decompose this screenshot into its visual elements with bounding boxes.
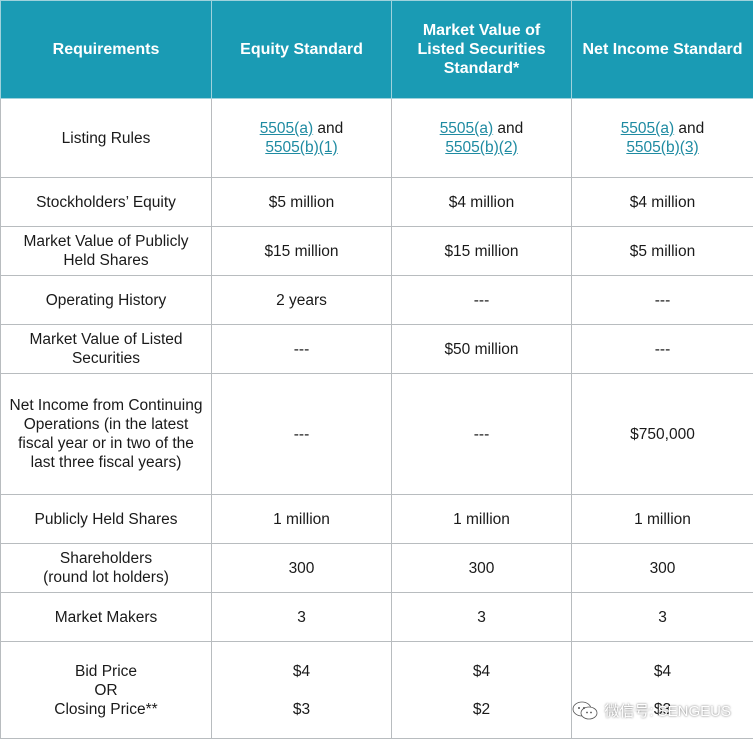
cell-value: 300	[391, 543, 572, 593]
row-label-market-value-listed-securities: Market Value of Listed Securities	[0, 324, 212, 374]
cell-value: 300	[211, 543, 392, 593]
table-row: Stockholders’ Equity $5 million $4 milli…	[0, 177, 753, 227]
bid-price-value: $4	[292, 662, 311, 680]
closing-price-value: $3	[653, 700, 672, 718]
bid-price-value: $4	[472, 662, 491, 680]
header-mvls-standard: Market Value of Listed Securities Standa…	[391, 0, 572, 99]
rule-link-5505a[interactable]: 5505(a)	[439, 120, 494, 137]
cell-value: 3	[391, 592, 572, 642]
cell-listing-rules-mvls: 5505(a) and 5505(b)(2)	[391, 98, 572, 178]
cell-price-equity: $4 $3	[211, 641, 392, 739]
closing-price-label: Closing Price**	[54, 700, 158, 718]
cell-price-net-income: $4 $3	[571, 641, 753, 739]
closing-price-value: $3	[292, 700, 311, 718]
cell-value: 2 years	[211, 275, 392, 325]
cell-value: $5 million	[211, 177, 392, 227]
cell-value: $15 million	[391, 226, 572, 276]
row-label-net-income-continuing-ops: Net Income from Continuing Operations (i…	[0, 373, 212, 495]
cell-listing-rules-equity: 5505(a) and 5505(b)(1)	[211, 98, 392, 178]
rule-link-5505a[interactable]: 5505(a)	[620, 120, 675, 137]
cell-value: 1 million	[391, 494, 572, 544]
cell-value: $4 million	[391, 177, 572, 227]
and-text: and	[674, 120, 705, 137]
bid-price-label: Bid Price	[74, 662, 138, 680]
cell-value: $15 million	[211, 226, 392, 276]
table-row: Market Value of Listed Securities --- $5…	[0, 324, 753, 374]
table-row: Market Makers 3 3 3	[0, 592, 753, 642]
round-lot-holders-label: (round lot holders)	[43, 569, 169, 586]
table-row: Market Value of Publicly Held Shares $15…	[0, 226, 753, 276]
or-label: OR	[94, 681, 118, 699]
and-text: and	[313, 120, 344, 137]
and-text: and	[493, 120, 524, 137]
table-row: Shareholders (round lot holders) 300 300…	[0, 543, 753, 593]
row-label-market-makers: Market Makers	[0, 592, 212, 642]
cell-value: 1 million	[571, 494, 753, 544]
cell-value: ---	[211, 373, 392, 495]
cell-value: 3	[211, 592, 392, 642]
row-label-stockholders-equity: Stockholders’ Equity	[0, 177, 212, 227]
header-net-income-standard: Net Income Standard	[571, 0, 753, 99]
cell-value: ---	[571, 275, 753, 325]
rule-link-5505b2[interactable]: 5505(b)(2)	[445, 139, 518, 156]
shareholders-label: Shareholders	[59, 550, 153, 567]
header-equity-standard: Equity Standard	[211, 0, 392, 99]
rule-link-5505a[interactable]: 5505(a)	[259, 120, 314, 137]
cell-listing-rules-net-income: 5505(a) and 5505(b)(3)	[571, 98, 753, 178]
cell-value: $5 million	[571, 226, 753, 276]
header-requirements: Requirements	[0, 0, 212, 99]
row-label-shareholders: Shareholders (round lot holders)	[0, 543, 212, 593]
row-label-market-value-publicly-held: Market Value of Publicly Held Shares	[0, 226, 212, 276]
row-label-listing-rules: Listing Rules	[0, 98, 212, 178]
cell-value: 1 million	[211, 494, 392, 544]
cell-value: ---	[391, 275, 572, 325]
cell-value: $4 million	[571, 177, 753, 227]
bid-price-value: $4	[653, 662, 672, 680]
row-label-operating-history: Operating History	[0, 275, 212, 325]
cell-value: $50 million	[391, 324, 572, 374]
table-row: Operating History 2 years --- ---	[0, 275, 753, 325]
table-row: Listing Rules 5505(a) and 5505(b)(1) 550…	[0, 98, 753, 178]
table-row: Net Income from Continuing Operations (i…	[0, 373, 753, 495]
cell-value: 300	[571, 543, 753, 593]
row-label-bid-or-closing-price: Bid Price OR Closing Price**	[0, 641, 212, 739]
cell-value: $750,000	[571, 373, 753, 495]
cell-value: ---	[391, 373, 572, 495]
cell-value: 3	[571, 592, 753, 642]
header-row: Requirements Equity Standard Market Valu…	[0, 0, 753, 99]
rule-link-5505b1[interactable]: 5505(b)(1)	[265, 139, 338, 156]
row-label-publicly-held-shares: Publicly Held Shares	[0, 494, 212, 544]
cell-value: ---	[211, 324, 392, 374]
rule-link-5505b3[interactable]: 5505(b)(3)	[626, 139, 699, 156]
closing-price-value: $2	[472, 700, 491, 718]
cell-value: ---	[571, 324, 753, 374]
table-row: Bid Price OR Closing Price** $4 $3 $4 $2…	[0, 641, 753, 739]
table-row: Publicly Held Shares 1 million 1 million…	[0, 494, 753, 544]
cell-price-mvls: $4 $2	[391, 641, 572, 739]
